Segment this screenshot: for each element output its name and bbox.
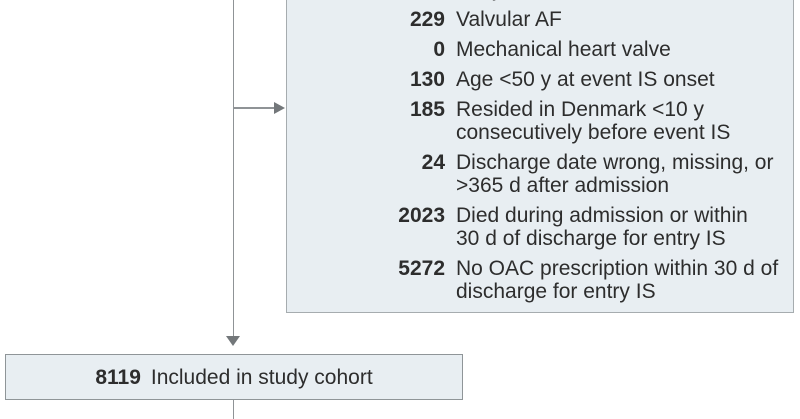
exclusion-item: 185 Resided in Denmark <10 y consecutive…	[287, 98, 789, 144]
exclusion-items-list: entry IS 229 Valvular AF 0 Mechanical he…	[287, 0, 789, 303]
exclusion-count	[287, 0, 445, 1]
exclusion-item: 0 Mechanical heart valve	[287, 38, 789, 61]
exclusion-label: entry IS	[456, 0, 528, 1]
exclusion-label: Mechanical heart valve	[456, 38, 671, 61]
exclusion-label: Died during admission or within 30 d of …	[456, 204, 748, 250]
exclusion-item: 2023 Died during admission or within 30 …	[287, 204, 789, 250]
exclusion-label: Resided in Denmark <10 y consecutively b…	[456, 98, 731, 144]
exclusion-clipped-line: entry IS	[287, 0, 789, 1]
exclusion-count: 24	[421, 151, 445, 174]
exclusion-label: No OAC prescription within 30 d of disch…	[456, 257, 779, 303]
arrowhead-right-icon	[274, 101, 285, 114]
branch-connector-line	[233, 107, 274, 109]
exclusion-item: 130 Age <50 y at event IS onset	[287, 68, 789, 91]
arrowhead-down-icon	[226, 336, 240, 346]
exclusion-count: 185	[409, 98, 445, 121]
connector-line-main	[232, 0, 234, 337]
exclusion-item: 229 Valvular AF	[287, 8, 789, 31]
cohort-box: 8119 Included in study cohort	[5, 354, 463, 400]
exclusion-item: 5272 No OAC prescription within 30 d of …	[287, 257, 789, 303]
cohort-count: 8119	[95, 365, 141, 389]
exclusion-count: 5272	[398, 257, 445, 280]
exclusion-label: Valvular AF	[456, 8, 562, 31]
connector-line-bottom	[232, 400, 234, 419]
exclusion-count: 2023	[398, 204, 445, 227]
exclusion-count: 229	[409, 8, 445, 31]
exclusion-label: Discharge date wrong, missing, or >365 d…	[456, 151, 774, 197]
exclusion-label: Age <50 y at event IS onset	[456, 68, 715, 91]
exclusion-box: entry IS 229 Valvular AF 0 Mechanical he…	[286, 0, 794, 313]
cohort-label: Included in study cohort	[150, 365, 373, 389]
exclusion-count: 130	[409, 68, 445, 91]
exclusion-item: 24 Discharge date wrong, missing, or >36…	[287, 151, 789, 197]
exclusion-count: 0	[433, 38, 445, 61]
